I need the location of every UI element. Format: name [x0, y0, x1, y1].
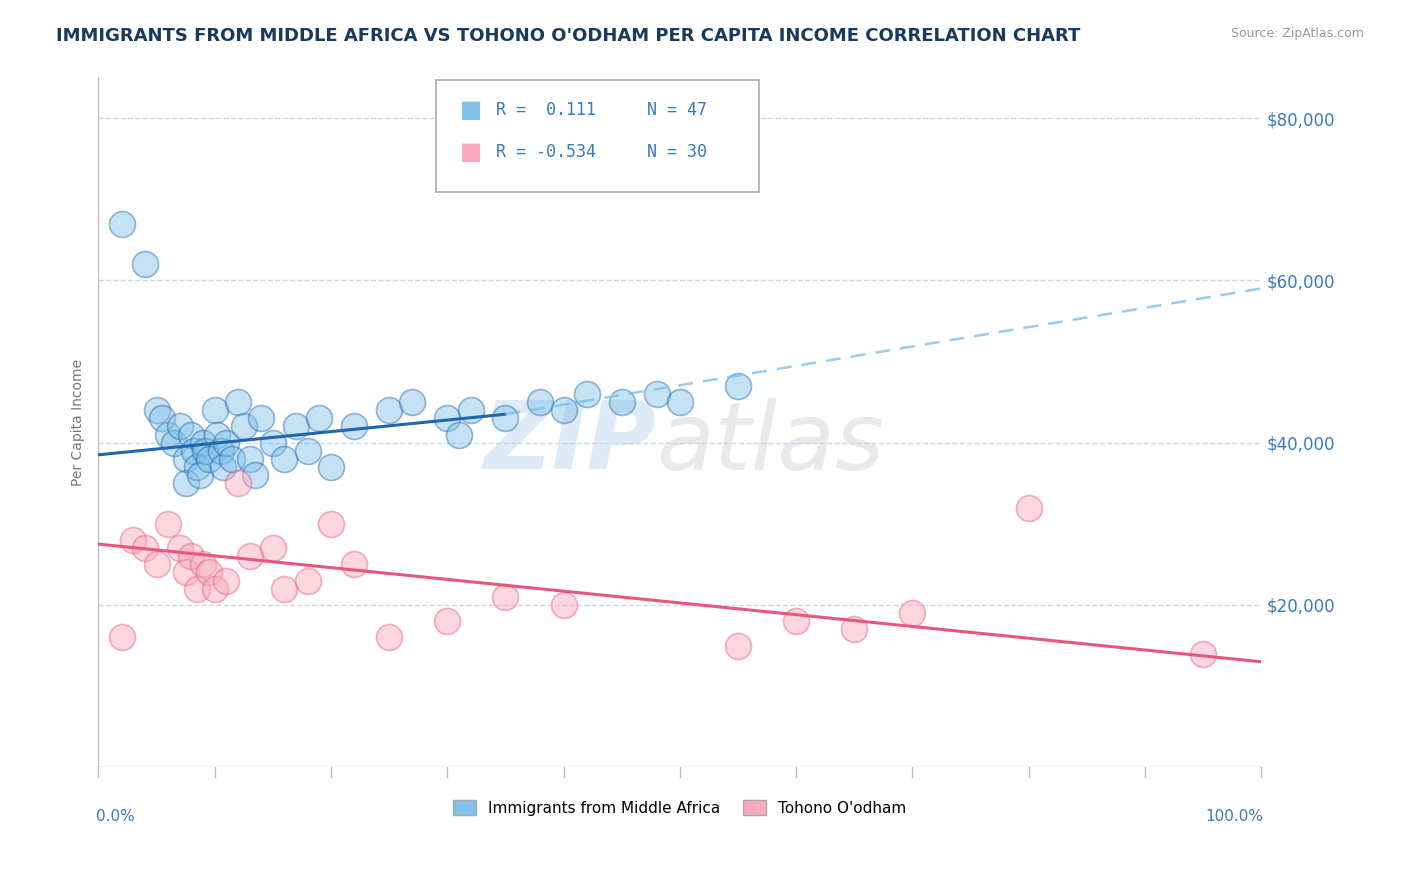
Point: [188, 468, 211, 483]
Point: [198, 566, 221, 580]
Point: [239, 549, 262, 564]
Point: [186, 582, 208, 596]
Point: [727, 379, 749, 393]
Point: [262, 541, 284, 556]
Point: [273, 582, 295, 596]
Point: [150, 411, 173, 425]
Point: [239, 451, 262, 466]
Text: N = 47: N = 47: [647, 101, 707, 119]
Point: [226, 395, 249, 409]
Point: [297, 443, 319, 458]
Point: [343, 419, 366, 434]
Point: [180, 427, 202, 442]
Point: [378, 403, 401, 417]
Point: [191, 558, 214, 572]
Point: [1192, 647, 1215, 661]
Point: [134, 257, 156, 271]
Point: [215, 435, 238, 450]
Point: [844, 622, 866, 636]
Point: [1018, 500, 1040, 515]
Point: [529, 395, 551, 409]
Point: [157, 516, 180, 531]
Point: [174, 566, 197, 580]
Point: [447, 427, 470, 442]
Text: ■: ■: [460, 140, 482, 163]
Y-axis label: Per Capita Income: Per Capita Income: [72, 359, 86, 486]
Point: [204, 582, 226, 596]
Point: [436, 411, 458, 425]
Point: [553, 403, 575, 417]
Point: [575, 387, 598, 401]
Point: [285, 419, 308, 434]
Point: [297, 574, 319, 588]
Text: Source: ZipAtlas.com: Source: ZipAtlas.com: [1230, 27, 1364, 40]
Point: [174, 451, 197, 466]
Text: atlas: atlas: [657, 398, 884, 489]
Point: [215, 574, 238, 588]
Text: R = -0.534: R = -0.534: [496, 143, 596, 161]
Point: [122, 533, 145, 547]
Point: [180, 549, 202, 564]
Point: [262, 435, 284, 450]
Point: [145, 558, 167, 572]
Text: 100.0%: 100.0%: [1205, 809, 1264, 823]
Text: N = 30: N = 30: [647, 143, 707, 161]
Point: [174, 476, 197, 491]
Point: [727, 639, 749, 653]
Point: [221, 451, 243, 466]
Point: [111, 217, 134, 231]
Point: [169, 419, 191, 434]
Point: [204, 403, 226, 417]
Point: [645, 387, 668, 401]
Point: [145, 403, 167, 417]
Point: [436, 614, 458, 628]
Point: [157, 427, 180, 442]
Point: [669, 395, 692, 409]
Point: [610, 395, 633, 409]
Point: [494, 590, 516, 604]
Point: [273, 451, 295, 466]
Text: ■: ■: [460, 98, 482, 121]
Point: [134, 541, 156, 556]
Point: [319, 516, 342, 531]
Text: IMMIGRANTS FROM MIDDLE AFRICA VS TOHONO O'ODHAM PER CAPITA INCOME CORRELATION CH: IMMIGRANTS FROM MIDDLE AFRICA VS TOHONO …: [56, 27, 1081, 45]
Point: [308, 411, 330, 425]
Point: [194, 443, 217, 458]
Point: [343, 558, 366, 572]
Point: [319, 460, 342, 475]
Text: 0.0%: 0.0%: [96, 809, 135, 823]
Point: [198, 451, 221, 466]
Point: [553, 598, 575, 612]
Point: [401, 395, 423, 409]
Point: [209, 443, 232, 458]
Point: [232, 419, 254, 434]
Point: [111, 631, 134, 645]
Point: [191, 435, 214, 450]
Text: R =  0.111: R = 0.111: [496, 101, 596, 119]
Point: [226, 476, 249, 491]
Point: [245, 468, 267, 483]
Text: ZIP: ZIP: [484, 397, 657, 489]
Point: [183, 443, 205, 458]
Point: [205, 427, 228, 442]
Point: [212, 460, 235, 475]
Point: [785, 614, 807, 628]
Legend: Immigrants from Middle Africa, Tohono O'odham: Immigrants from Middle Africa, Tohono O'…: [447, 794, 912, 822]
Point: [169, 541, 191, 556]
Point: [186, 460, 208, 475]
Point: [378, 631, 401, 645]
Point: [901, 606, 924, 620]
Point: [250, 411, 273, 425]
Point: [460, 403, 482, 417]
Point: [163, 435, 186, 450]
Point: [494, 411, 516, 425]
